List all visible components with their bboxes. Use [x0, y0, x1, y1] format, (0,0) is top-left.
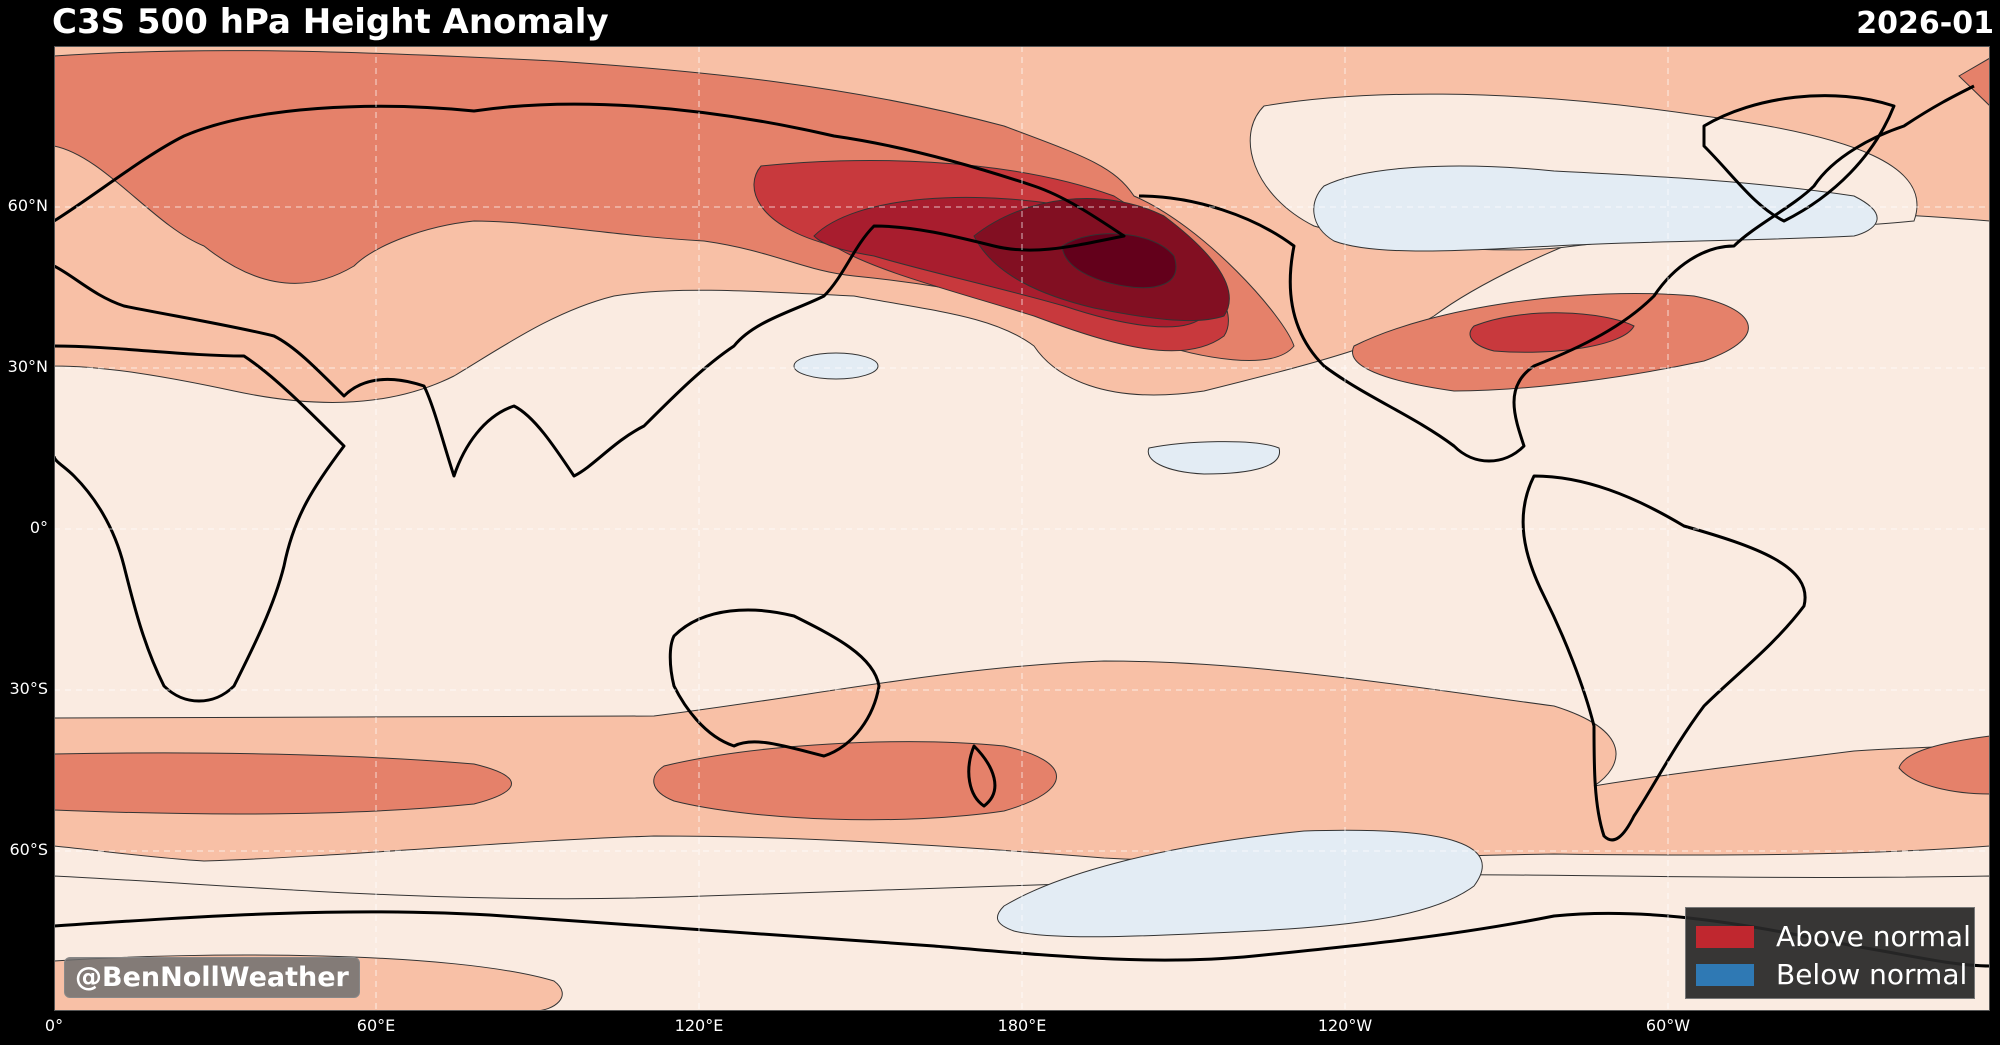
coastline-eurasia	[54, 102, 1126, 478]
lon-label-0: 0°	[44, 1016, 64, 1035]
anomaly-contour-below-canada	[1313, 165, 1878, 252]
coastline-africa	[54, 344, 346, 703]
lat-label-0: 0°	[29, 518, 48, 537]
lat-label-60n: 60°N	[7, 196, 48, 215]
coastline-north-america	[1138, 84, 1975, 463]
map-title: C3S 500 hPa Height Anomaly	[52, 2, 609, 42]
lon-label-180e: 180°E	[997, 1016, 1047, 1035]
legend-item-below: Below normal	[1696, 958, 1967, 991]
lat-label-30n: 30°N	[7, 357, 48, 376]
anomaly-contour-below-south	[996, 829, 1483, 938]
lon-label-60e: 60°E	[356, 1016, 396, 1035]
lon-label-60w: 60°W	[1645, 1016, 1691, 1035]
anomaly-contour-level3-us	[1469, 312, 1635, 353]
legend-item-above: Above normal	[1696, 920, 1971, 953]
coastline-greenland	[1702, 94, 1896, 223]
legend-label-below: Below normal	[1776, 958, 1968, 991]
anomaly-map	[54, 46, 1990, 1011]
anomaly-contour-level2-satl	[54, 752, 512, 815]
coastline-new-zealand	[967, 744, 997, 808]
lon-label-120e: 120°E	[674, 1016, 724, 1035]
anomaly-contour-below-wpac	[793, 352, 879, 380]
lon-label-120w: 120°W	[1317, 1016, 1373, 1035]
forecast-date: 2026-01	[1856, 6, 1994, 41]
credit-watermark: @BenNollWeather	[64, 957, 360, 998]
anomaly-contour-level2-sind	[1898, 735, 1990, 795]
lat-label-30s: 30°S	[9, 679, 48, 698]
anomaly-contour-below-cpac	[1147, 441, 1280, 475]
anomaly-contour-level6	[1061, 233, 1177, 289]
blue-swatch	[1696, 963, 1754, 986]
lat-label-60s: 60°S	[9, 840, 48, 859]
graticule	[54, 46, 1990, 1011]
coastline-australia	[668, 608, 881, 758]
map-frame	[54, 46, 1990, 1011]
anomaly-contour-level2-natl	[1958, 57, 1990, 107]
legend: Above normal Below normal	[1685, 907, 1975, 999]
red-swatch	[1696, 925, 1754, 948]
coastline-south-america	[1521, 474, 1807, 842]
legend-label-above: Above normal	[1776, 920, 1971, 953]
